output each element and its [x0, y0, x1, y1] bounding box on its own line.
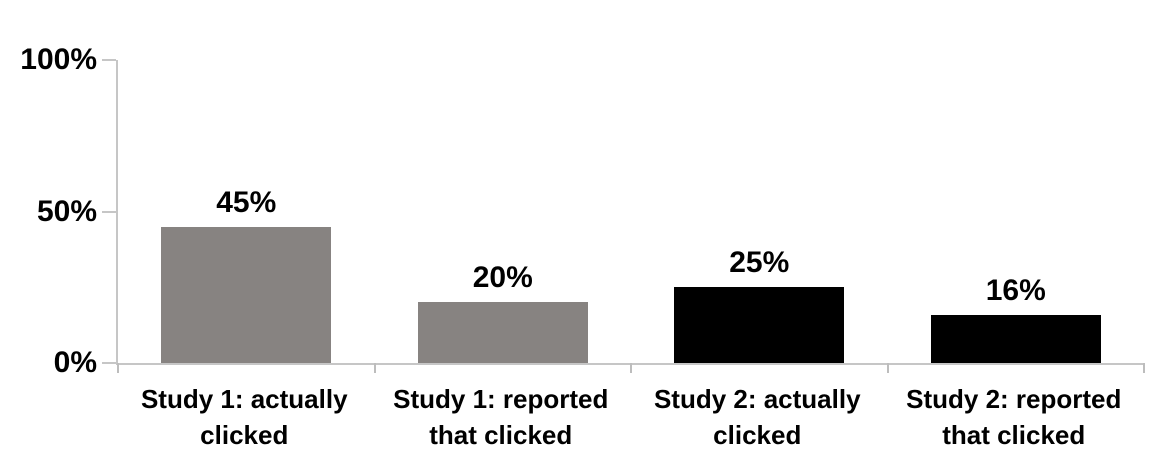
y-tick-mark: [102, 362, 116, 364]
bar-group: 25%: [631, 60, 888, 363]
bar: [161, 226, 332, 363]
bar-group: 20%: [375, 60, 632, 363]
y-tick-mark: [102, 59, 116, 61]
bar-value-label: 25%: [729, 246, 790, 280]
bar: [417, 302, 588, 363]
x-axis-category-label: Study 2: actually clicked: [653, 384, 861, 450]
x-axis-category-label: Study 2: reported that clicked: [906, 384, 1122, 450]
x-tick-mark: [373, 363, 376, 373]
y-tick-mark: [102, 210, 116, 213]
bar-value-label: 16%: [985, 273, 1046, 307]
x-tick-mark: [886, 363, 889, 373]
x-tick-mark: [117, 363, 119, 373]
x-tick-mark: [630, 363, 632, 373]
bar-value-label: 20%: [472, 261, 533, 295]
bar: [930, 314, 1101, 363]
x-axis-labels: Study 1: actually clicked Study 1: report…: [116, 381, 1142, 453]
y-tick-label: 50%: [36, 194, 97, 228]
x-axis-category-label: Study 1: reported that clicked: [393, 384, 609, 450]
bar-value-label: 45%: [216, 185, 277, 219]
x-axis-category-label: Study 1: actually clicked: [140, 384, 348, 450]
y-axis: 0% 50% 100%: [0, 45, 116, 378]
x-tick-mark: [1143, 363, 1145, 373]
bar: [674, 287, 845, 363]
plot-area: 45% 20% 25% 16%: [102, 59, 1145, 373]
y-tick-label: 100%: [20, 43, 97, 76]
bar-group: 45%: [118, 60, 375, 363]
y-tick-label: 0%: [53, 346, 97, 379]
bars: 45% 20% 25% 16%: [118, 60, 1144, 363]
bar-group: 16%: [888, 60, 1145, 363]
